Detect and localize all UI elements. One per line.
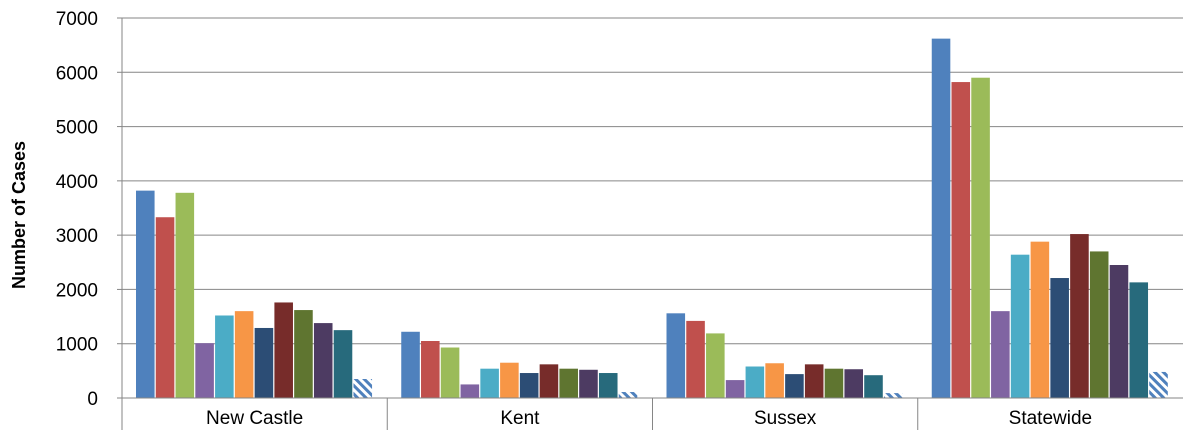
axes [117, 17, 1183, 430]
bar [1010, 254, 1030, 398]
bar [421, 341, 440, 398]
bar [401, 331, 420, 398]
bar [1050, 278, 1069, 398]
bar [559, 368, 578, 398]
bar [598, 373, 618, 398]
y-tick-label: 1000 [56, 335, 98, 356]
bar [706, 333, 725, 398]
bar [254, 327, 274, 398]
bar [864, 375, 883, 398]
bar [1129, 282, 1149, 398]
y-axis-title: Number of Cases [9, 141, 29, 289]
x-category-label: Statewide [1009, 408, 1092, 429]
y-tick-label: 6000 [56, 63, 98, 84]
bar [234, 311, 254, 398]
bar [1030, 241, 1050, 398]
bar [539, 364, 559, 398]
bar [274, 302, 293, 398]
bar [804, 364, 824, 398]
bar [480, 368, 499, 398]
bar [136, 190, 155, 398]
bar [313, 323, 333, 398]
bar [686, 320, 705, 398]
bar [971, 77, 990, 399]
y-tick-label: 0 [87, 389, 98, 410]
bar [745, 366, 765, 398]
labels: 0 1000 2000 3000 4000 5000 6000 7000 New Castle K… [56, 9, 1092, 429]
x-category-label: Sussex [754, 408, 817, 429]
bar [824, 368, 844, 398]
bar [353, 379, 373, 398]
bar [1109, 265, 1129, 398]
y-tick-label: 4000 [56, 172, 98, 193]
bar [519, 373, 539, 398]
bar [333, 330, 353, 398]
bar [500, 362, 519, 398]
y-tick-label: 5000 [56, 118, 98, 139]
x-category-label: Kent [500, 408, 540, 429]
y-tick-label: 7000 [56, 9, 98, 30]
y-tick-label: 2000 [56, 280, 98, 301]
bars [136, 38, 1168, 399]
bar [951, 82, 971, 398]
gridlines [122, 17, 1183, 345]
bar [666, 313, 686, 398]
bar [1149, 371, 1168, 398]
bar [579, 369, 598, 398]
bar [1070, 234, 1089, 398]
bar [931, 38, 951, 398]
bar [195, 343, 214, 398]
bar [991, 311, 1010, 398]
bar [1089, 251, 1109, 398]
bar [155, 217, 175, 398]
bar [765, 363, 784, 398]
bar [883, 393, 903, 398]
bar [175, 192, 195, 398]
bar [785, 374, 804, 398]
bar [618, 392, 638, 398]
bar [844, 369, 864, 398]
bar [460, 384, 480, 398]
bar [725, 380, 745, 398]
bar [215, 315, 234, 398]
bar [294, 310, 313, 398]
x-category-label: New Castle [206, 408, 303, 429]
bar [440, 347, 460, 398]
y-tick-label: 3000 [56, 226, 98, 247]
